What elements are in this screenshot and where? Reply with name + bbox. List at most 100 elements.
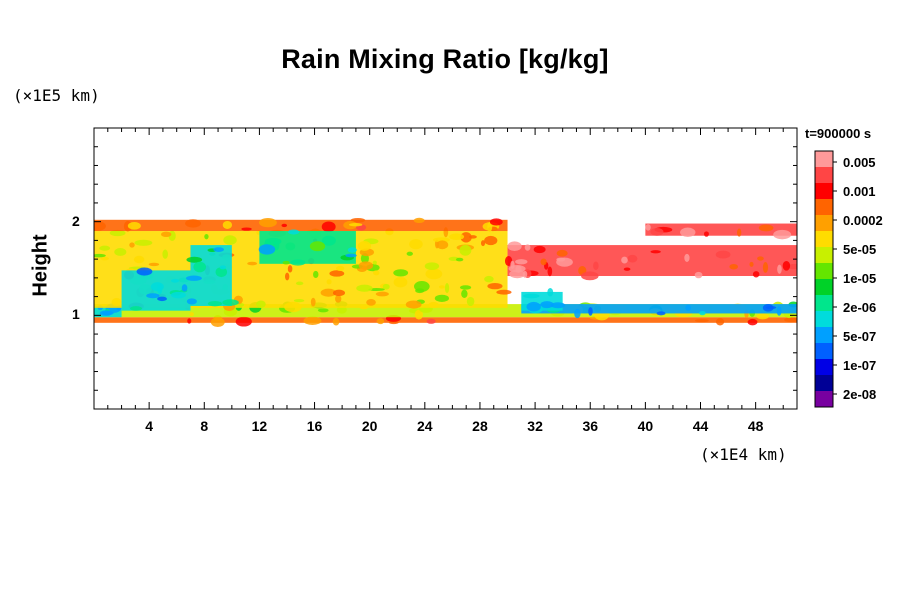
field-speck [762,303,774,312]
field-speck [784,317,797,323]
x-tick-label: 44 [692,418,709,434]
colorbar-frame [814,150,834,408]
field-speck [376,318,385,325]
field-speck [685,304,691,311]
field-speck [415,288,425,294]
field-speck [329,270,345,277]
field-speck [425,268,443,280]
field-speck [373,270,380,276]
field-speck [480,240,486,247]
x-tick-label: 20 [361,418,378,434]
field-speck [256,300,266,308]
field-speck [332,317,340,326]
field-speck [489,218,503,226]
field-region [521,304,797,314]
field-speck [287,265,293,273]
field-speck [650,250,661,254]
field-speck [350,217,366,223]
field-speck [487,222,493,232]
field-speck [699,310,706,316]
x-unit-label: (×1E4 km) [700,445,787,464]
field-speck [556,249,568,257]
axis-ticks [94,128,798,409]
colorbar-label: 2e-08 [843,387,877,402]
field-speck [459,244,472,256]
field-speck [284,301,302,313]
field-speck [215,267,228,278]
field-speck [181,284,188,292]
y-tick-label: 1 [72,306,80,323]
colorbar-swatch [815,295,833,311]
field-speck [288,229,300,235]
field-speck [424,262,440,270]
time-label: t=900000 s [805,126,872,141]
field-speck [749,261,754,267]
field-speck [133,255,145,264]
x-tick-label: 24 [417,418,433,434]
x-tick-label: 36 [582,418,599,434]
field-speck [715,318,725,326]
field-speck [436,240,449,250]
field-speck [127,222,141,230]
field-speck [621,256,628,264]
rain-field [94,217,797,327]
field-speck [656,311,666,316]
field-region [94,317,797,323]
field-speck [393,277,408,288]
field-speck [461,289,468,298]
field-speck [136,267,153,276]
field-speck [466,296,475,307]
colorbar-swatch [815,183,833,199]
field-speck [309,241,326,252]
field-speck [241,227,252,231]
field-speck [444,283,450,294]
field-speck [185,219,202,228]
x-tick-label: 48 [747,418,764,434]
colorbar-swatch [815,359,833,375]
colorbar-label: 5e-05 [843,242,877,257]
field-speck [157,296,167,302]
colorbar-label: 1e-07 [843,358,877,373]
field-speck [293,299,305,303]
field-speck [185,275,202,281]
x-tick-label: 40 [637,418,654,434]
field-speck [773,229,792,240]
field-speck [345,253,357,258]
field-speck [366,298,376,306]
field-speck [162,249,168,259]
field-speck [321,235,336,246]
colorbar-swatch [815,327,833,343]
field-speck [547,287,554,297]
field-speck [335,295,342,303]
field-speck [326,279,332,285]
field-speck [782,261,791,271]
colorbar-swatch [815,151,833,167]
field-speck [335,265,345,271]
field-speck [729,264,738,270]
field-speck [193,261,207,273]
field-speck [129,242,135,248]
field-speck [264,237,282,246]
field-speck [290,259,306,266]
field-speck [523,293,540,299]
field-speck [281,223,288,228]
field-speck [332,289,346,297]
colorbar-label: 2e-06 [843,300,877,315]
field-speck [235,316,252,327]
field-speck [684,253,690,262]
field-speck [310,297,316,307]
field-speck [375,291,389,297]
field-speck [222,220,233,229]
field-speck [258,244,276,255]
field-speck [258,217,277,228]
field-speck [109,229,126,237]
field-speck [550,302,566,309]
field-region [94,219,508,232]
field-speck [247,261,258,266]
field-speck [372,260,377,265]
field-speck [347,247,357,253]
field-speck [295,281,304,286]
x-tick-label: 32 [527,418,543,434]
x-tick-label: 12 [251,418,268,434]
